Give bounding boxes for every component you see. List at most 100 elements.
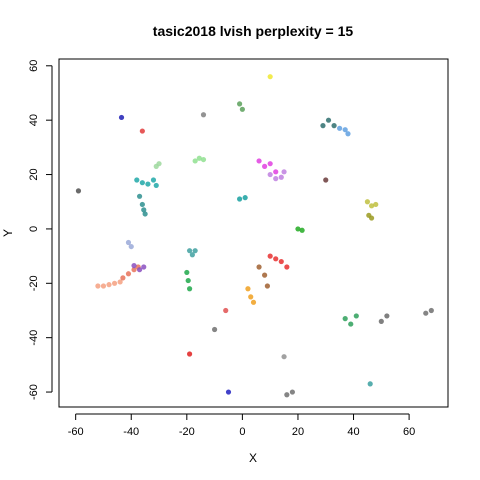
chart-title: tasic2018 lvish perplexity = 15 (153, 23, 354, 39)
scatter-point (289, 389, 295, 395)
scatter-point (141, 264, 147, 270)
scatter-point (111, 280, 118, 286)
plot-frame (58, 58, 449, 408)
scatter-point (131, 267, 137, 273)
y-tick-label: 20 (28, 168, 40, 180)
scatter-point (323, 177, 329, 183)
scatter-point (384, 313, 390, 319)
scatter-point (284, 392, 290, 398)
scatter-point (262, 163, 268, 169)
scatter-point (342, 127, 348, 133)
scatter-point (367, 381, 373, 387)
scatter-point (353, 313, 359, 319)
scatter-point (141, 207, 147, 213)
scatter-point (156, 161, 162, 167)
scatter-point (153, 182, 159, 189)
scatter-point (139, 180, 145, 186)
scatter-point (142, 211, 148, 217)
scatter-point (278, 258, 284, 265)
scatter-point (186, 286, 193, 292)
x-tick-label: 60 (403, 426, 415, 438)
scatter-point (295, 226, 301, 232)
scatter-point (106, 282, 112, 288)
scatter-point (136, 193, 143, 199)
scatter-point (256, 264, 262, 270)
scatter-point (139, 201, 145, 208)
scatter-point (267, 253, 273, 259)
scatter-point (273, 176, 279, 182)
scatter-point (262, 272, 268, 278)
scatter-point (423, 310, 429, 316)
scatter-point (428, 307, 434, 314)
scatter-point (125, 239, 132, 246)
scatter-point (364, 199, 371, 205)
scatter-point (256, 158, 262, 164)
scatter-point (100, 283, 107, 289)
scatter-point (373, 201, 379, 208)
scatter-point (250, 299, 257, 305)
y-tick-label: 40 (28, 114, 40, 126)
scatter-point (136, 267, 143, 273)
scatter-point (267, 74, 273, 80)
scatter-point (120, 275, 126, 281)
scatter-point (325, 117, 332, 123)
scatter-point (192, 248, 198, 254)
scatter-point (237, 101, 243, 107)
scatter-point (186, 351, 193, 357)
y-axis: -60 -40 -20 0 20 40 60 (28, 60, 53, 400)
scatter-point (278, 174, 284, 180)
y-axis-label: Y (1, 229, 15, 237)
scatter-point (368, 215, 375, 221)
scatter-point (185, 277, 191, 284)
scatter-point (267, 161, 273, 167)
scatter-point (212, 326, 218, 333)
scatter-point (75, 188, 82, 194)
scatter-point (273, 256, 279, 262)
scatter-point (128, 243, 134, 250)
scatter-point (264, 283, 270, 289)
y-tick-label: -20 (28, 275, 40, 291)
scatter-point (239, 106, 245, 112)
scatter-point (131, 263, 137, 269)
scatter-point (345, 131, 351, 137)
scatter-point (281, 169, 287, 175)
scatter-point (117, 279, 123, 285)
scatter-point (95, 283, 101, 289)
x-tick-label: 20 (292, 426, 304, 438)
scatter-point (284, 264, 290, 270)
scatter-point (267, 171, 273, 178)
scatter-point (118, 114, 125, 121)
scatter-point (320, 123, 326, 129)
scatter-point (196, 155, 202, 161)
y-tick-label: -40 (28, 330, 40, 346)
scatter-point (200, 156, 207, 163)
scatter-point (237, 196, 243, 202)
scatter-point (134, 177, 140, 183)
data-points (75, 74, 434, 398)
scatter-point (348, 321, 354, 327)
scatter-point (342, 316, 348, 322)
scatter-point (139, 128, 145, 134)
y-tick-label: -60 (28, 384, 40, 400)
scatter-point (223, 307, 229, 314)
scatter-point (242, 195, 248, 201)
scatter-point (225, 389, 232, 395)
scatter-point (337, 125, 343, 131)
x-tick-label: 0 (239, 426, 245, 438)
scatter-point (186, 248, 193, 254)
scatter-point (125, 271, 132, 277)
y-tick-label: 0 (28, 226, 40, 232)
x-axis: -60 -40 -20 0 20 40 60 (68, 413, 415, 438)
y-tick-label: 60 (28, 60, 40, 72)
x-axis-label: X (249, 451, 257, 465)
x-tick-label: -60 (68, 426, 84, 438)
scatter-point (273, 169, 279, 175)
scatter-point (281, 354, 287, 360)
x-tick-label: -40 (123, 426, 139, 438)
scatter-point (378, 318, 384, 324)
x-tick-label: -20 (179, 426, 195, 438)
scatter-point (189, 252, 195, 258)
scatter-point (331, 123, 337, 129)
scatter-point (184, 269, 190, 276)
